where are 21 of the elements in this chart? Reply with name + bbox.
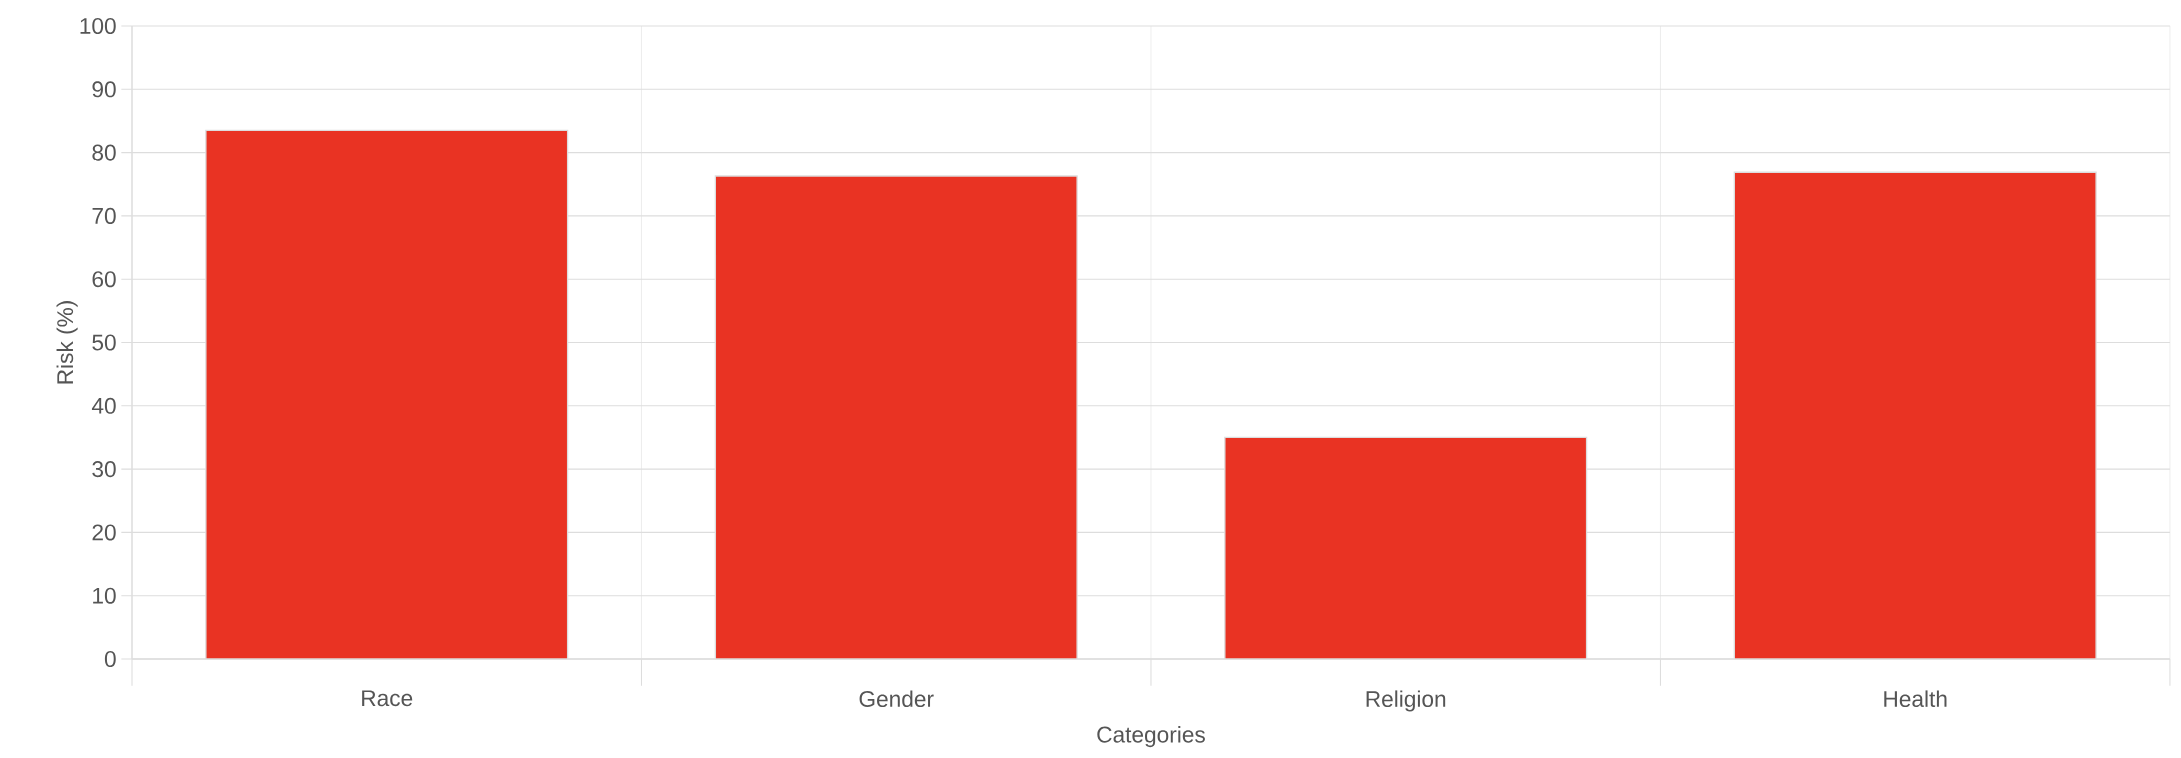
y-tick-label: 20 <box>92 524 116 541</box>
y-tick-label: 90 <box>92 81 116 98</box>
x-tick-label: Race <box>362 690 413 707</box>
bar <box>205 130 568 659</box>
x-axis-title: Categories <box>1097 726 1205 748</box>
x-tick-label: Religion <box>1366 690 1446 712</box>
y-tick-label: 80 <box>92 144 116 161</box>
y-tick-label: 100 <box>80 17 116 35</box>
y-tick-label: 0 <box>104 650 116 668</box>
bar <box>1733 171 2097 659</box>
x-tick-label: Gender <box>859 690 934 708</box>
bar <box>1224 437 1587 659</box>
y-tick-label: 60 <box>92 271 116 288</box>
y-tick-label: 50 <box>92 334 116 351</box>
bar <box>715 176 1078 659</box>
y-axis-title: Risk (%) <box>56 301 78 384</box>
y-tick-label: 10 <box>93 587 116 604</box>
y-tick-label: 70 <box>92 207 116 224</box>
y-tick-label: 30 <box>92 461 116 478</box>
x-tick-label: Health <box>1884 690 1947 708</box>
y-tick-label: 40 <box>91 397 116 414</box>
